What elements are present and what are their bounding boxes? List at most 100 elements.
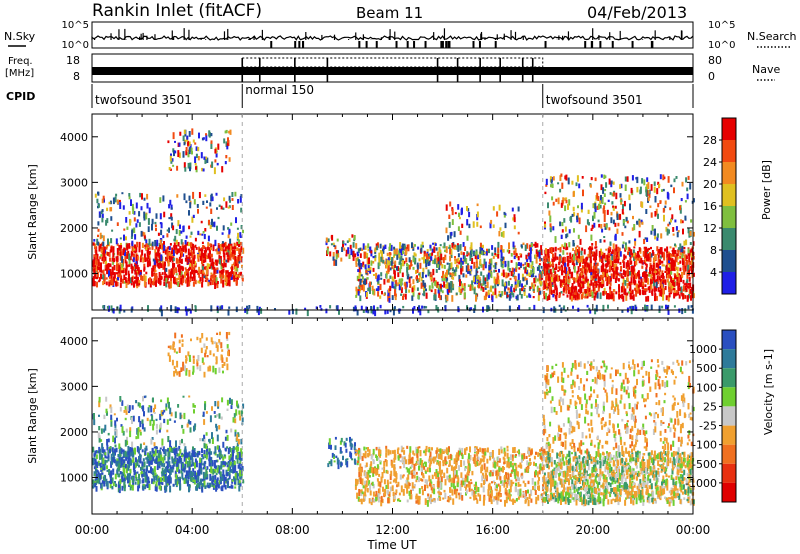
power-cell — [520, 253, 523, 258]
power-cell — [96, 253, 99, 261]
velocity-cell — [137, 485, 140, 492]
power-cell — [426, 253, 428, 260]
power-cell — [143, 266, 146, 270]
power-cell — [589, 184, 592, 188]
power-cell — [554, 255, 557, 261]
power-cell — [587, 281, 590, 288]
power-cell — [220, 205, 223, 210]
power-cell — [623, 200, 626, 207]
power-cell — [580, 282, 583, 289]
power-cell — [686, 295, 689, 302]
power-cell — [469, 285, 472, 291]
power-cell — [674, 273, 676, 280]
power-cell — [516, 255, 519, 258]
power-cell — [553, 289, 555, 293]
velocity-cell — [230, 484, 233, 489]
power-cell — [432, 242, 435, 245]
power-cell — [232, 253, 235, 260]
power-cell — [612, 243, 615, 249]
power-cell — [130, 199, 132, 206]
power-cell — [157, 262, 160, 268]
freq-trace — [92, 57, 693, 82]
power-cell — [182, 253, 185, 257]
velocity-cell — [214, 469, 217, 473]
power-cell — [609, 277, 612, 282]
power-cell — [594, 206, 597, 213]
power-cell — [168, 282, 171, 289]
power-cell — [523, 266, 526, 270]
power-cell — [660, 274, 663, 278]
power-cell — [143, 263, 146, 269]
power-cell — [224, 161, 227, 165]
power-cell — [604, 189, 607, 192]
power-cell — [618, 247, 621, 252]
power-cell — [383, 293, 386, 296]
power-cell — [352, 306, 355, 312]
power-cell — [562, 250, 565, 255]
power-cell — [598, 223, 601, 228]
power-cell — [604, 175, 607, 179]
velocity-cell — [186, 453, 189, 458]
power-cell — [125, 282, 128, 288]
power-cell — [525, 278, 528, 281]
power-cell — [390, 244, 393, 251]
power-cell — [510, 286, 513, 292]
power-cell — [155, 280, 157, 287]
power-cell — [416, 269, 419, 273]
power-cell — [573, 278, 576, 284]
velocity-cell — [210, 451, 213, 455]
power-cell — [548, 276, 551, 282]
power-cell — [593, 287, 596, 293]
velocity-cell — [123, 463, 126, 466]
power-cell — [150, 278, 153, 284]
power-cell — [476, 211, 479, 218]
velocity-cell — [196, 452, 199, 458]
power-cell — [388, 291, 391, 298]
power-cell — [559, 221, 562, 227]
power-cell — [436, 251, 439, 257]
power-cell — [216, 207, 218, 210]
power-cell — [497, 247, 500, 254]
power-cell — [425, 292, 428, 299]
power-cell — [393, 248, 396, 255]
power-cell — [545, 292, 548, 300]
power-cell — [639, 282, 642, 287]
power-cell — [668, 221, 671, 225]
power-cell — [658, 183, 661, 188]
power-cell — [559, 279, 562, 287]
power-cell — [182, 135, 185, 141]
power-cell — [588, 264, 591, 271]
power-cell — [567, 177, 570, 185]
velocity-cell — [228, 473, 231, 476]
power-cell — [186, 269, 189, 273]
power-cell — [551, 258, 554, 262]
power-cell — [593, 262, 596, 267]
velocity-cell — [203, 450, 206, 456]
power-cell — [326, 248, 329, 255]
power-cell — [588, 250, 591, 258]
power-cell — [379, 295, 382, 299]
power-cell — [609, 249, 611, 253]
velocity-cell — [214, 451, 217, 456]
power-cell — [351, 234, 354, 238]
power-cell — [626, 271, 629, 275]
power-cell — [565, 174, 568, 181]
power-cell — [189, 235, 192, 238]
power-cell — [504, 282, 507, 287]
power-cell — [102, 195, 105, 200]
power-cell — [178, 263, 181, 267]
power-cell — [539, 284, 542, 287]
power-cell — [415, 276, 418, 280]
power-cell — [207, 281, 210, 287]
power-cell — [513, 214, 516, 219]
power-cell — [633, 278, 636, 282]
power-cell — [175, 273, 178, 276]
velocity-cell — [200, 478, 203, 486]
power-cell — [616, 213, 619, 220]
power-cell — [193, 270, 196, 276]
velocity-cell — [230, 453, 233, 458]
power-cell — [563, 256, 566, 262]
power-cell — [466, 206, 468, 211]
power-cell — [202, 263, 205, 267]
velocity-cell — [213, 451, 216, 455]
